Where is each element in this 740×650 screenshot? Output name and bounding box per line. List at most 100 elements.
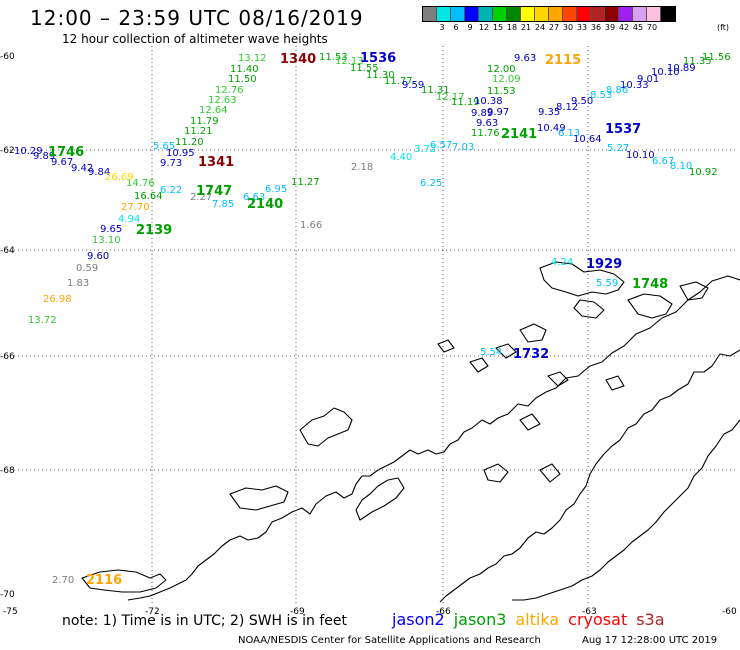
wave-height-value: 9.01 xyxy=(637,74,659,85)
wave-height-value: 9.97 xyxy=(487,107,509,118)
colorbar-tick: 27 xyxy=(548,23,560,32)
pass-time-label: 2141 xyxy=(501,127,537,142)
wave-height-value: 10.64 xyxy=(573,134,602,145)
wave-height-value: 9.84 xyxy=(88,167,110,178)
pass-time-label: 1340 xyxy=(280,52,316,67)
colorbar-swatch xyxy=(563,7,577,21)
colorbar-tick: 70 xyxy=(646,23,658,32)
wave-height-value: 8.86 xyxy=(606,85,628,96)
colorbar-swatch xyxy=(437,7,451,21)
wave-height-value: 6.95 xyxy=(265,184,287,195)
satellite-legend: jason2 jason3 altika cryosat s3a xyxy=(392,610,674,629)
wave-height-value: 9.67 xyxy=(51,157,73,168)
page-subtitle: 12 hour collection of altimeter wave hei… xyxy=(62,32,328,46)
pass-time-label: 1747 xyxy=(196,184,232,199)
pass-time-label: 1929 xyxy=(586,257,622,272)
colorbar-tick: 15 xyxy=(492,23,504,32)
pass-time-label: 1732 xyxy=(513,347,549,362)
wave-height-value: 11.21 xyxy=(184,126,213,137)
colorbar-tick: 6 xyxy=(453,23,459,32)
credit-line: NOAA/NESDIS Center for Satellite Applica… xyxy=(238,635,541,646)
wave-height-value: 16.64 xyxy=(134,191,163,202)
wave-height-value: 11.50 xyxy=(228,74,257,85)
wave-height-value: 10.49 xyxy=(537,123,566,134)
longitude-label: -75 xyxy=(3,607,18,617)
wave-height-value: 1.83 xyxy=(67,278,89,289)
latitude-label: -70 xyxy=(0,590,15,600)
wave-height-value: 5.65 xyxy=(153,141,175,152)
wave-height-value: 9.89 xyxy=(33,151,55,162)
wave-height-value: 9.35 xyxy=(538,107,560,118)
latitude-label: -62 xyxy=(0,146,15,156)
colorbar-tick: 33 xyxy=(576,23,588,32)
colorbar-legend xyxy=(422,6,676,22)
pass-time-label: 1748 xyxy=(632,277,668,292)
colorbar-tick: 9 xyxy=(467,23,473,32)
wave-height-value: 7.85 xyxy=(212,199,234,210)
wave-height-value: 2.70 xyxy=(52,575,74,586)
wave-height-value: 11.27 xyxy=(291,177,320,188)
satellite-cryosat: cryosat xyxy=(568,610,628,629)
wave-height-value: 11.53 xyxy=(487,86,516,97)
wave-height-value: 11.53 xyxy=(319,52,348,63)
wave-height-value: 4.94 xyxy=(118,214,140,225)
latitude-label: -66 xyxy=(0,352,15,362)
longitude-label: -69 xyxy=(290,607,305,617)
colorbar-swatch xyxy=(507,7,521,21)
wave-height-value: 8.12 xyxy=(556,102,578,113)
coastline xyxy=(81,261,740,603)
colorbar-tick: 18 xyxy=(506,23,518,32)
pass-time-label: 1341 xyxy=(198,155,234,170)
wave-height-value: 6.63 xyxy=(243,192,265,203)
colorbar-swatch xyxy=(661,7,675,21)
wave-height-value: 10.95 xyxy=(166,148,195,159)
wave-height-value: 2.27 xyxy=(190,192,212,203)
longitude-label: -60 xyxy=(722,607,737,617)
colorbar-tick: 24 xyxy=(534,23,546,32)
wave-height-value: 12.17 xyxy=(436,92,465,103)
wave-height-value: 5.59 xyxy=(596,278,618,289)
longitude-labels: -75 -72 -69 -66 -63 -60 xyxy=(3,607,737,617)
wave-height-value: 8.53 xyxy=(590,90,612,101)
colorbar-tick: 12 xyxy=(478,23,490,32)
colorbar-tick: 42 xyxy=(618,23,630,32)
observation-layer: 13.1211.4011.5012.7612.6312.6411.7911.21… xyxy=(14,52,731,586)
wave-height-value: 11.20 xyxy=(175,137,204,148)
satellite-altika: altika xyxy=(515,610,560,629)
wave-height-value: 8.10 xyxy=(670,161,692,172)
colorbar-tick: 30 xyxy=(562,23,574,32)
wave-height-value: 4.24 xyxy=(551,257,573,268)
colorbar-tick: 39 xyxy=(604,23,616,32)
satellite-jason2: jason2 xyxy=(392,610,445,629)
wave-height-value: 11.40 xyxy=(230,64,259,75)
colorbar-tick: 3 xyxy=(439,23,445,32)
wave-height-value: 27.70 xyxy=(121,202,150,213)
colorbar-swatch xyxy=(521,7,535,21)
wave-height-value: 10.29 xyxy=(14,146,43,157)
wave-height-value: 0.59 xyxy=(76,263,98,274)
wave-height-value: 7.03 xyxy=(452,142,474,153)
wave-height-value: 11.55 xyxy=(350,63,379,74)
colorbar-swatch xyxy=(605,7,619,21)
wave-height-value: 3.72 xyxy=(414,144,436,155)
colorbar-swatch xyxy=(535,7,549,21)
colorbar-swatch xyxy=(577,7,591,21)
wave-height-value: 10.10 xyxy=(626,150,655,161)
colorbar-swatch xyxy=(549,7,563,21)
colorbar-swatch xyxy=(633,7,647,21)
wave-height-value: 11.30 xyxy=(366,70,395,81)
wave-height-value: 11.31 xyxy=(421,85,450,96)
wave-height-value: 6.25 xyxy=(420,178,442,189)
wave-height-value: 1.66 xyxy=(300,220,322,231)
wave-height-value: 2.18 xyxy=(351,162,373,173)
wave-height-value: 26.69 xyxy=(105,172,134,183)
pass-time-label: 2116 xyxy=(86,573,122,588)
wave-height-value: 12.13 xyxy=(335,56,364,67)
wave-height-value: 9.89 xyxy=(471,108,493,119)
colorbar-unit: (ft) xyxy=(716,23,730,32)
pass-time-label: 2140 xyxy=(247,197,283,212)
wave-height-value: 10.92 xyxy=(689,167,718,178)
colorbar-swatch xyxy=(479,7,493,21)
wave-height-value: 12.63 xyxy=(208,95,237,106)
